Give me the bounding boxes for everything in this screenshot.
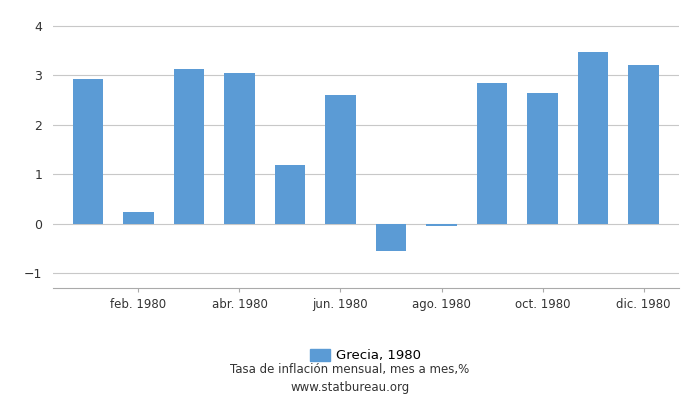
Bar <box>527 93 558 224</box>
Text: www.statbureau.org: www.statbureau.org <box>290 382 410 394</box>
Bar <box>224 73 255 224</box>
Bar <box>376 224 406 252</box>
Bar <box>275 165 305 224</box>
Legend: Grecia, 1980: Grecia, 1980 <box>304 344 427 368</box>
Bar <box>426 224 456 226</box>
Bar <box>123 212 153 224</box>
Bar <box>326 95 356 224</box>
Bar <box>477 83 508 224</box>
Bar <box>73 79 103 224</box>
Text: Tasa de inflación mensual, mes a mes,%: Tasa de inflación mensual, mes a mes,% <box>230 364 470 376</box>
Bar <box>629 65 659 224</box>
Bar <box>578 52 608 224</box>
Bar <box>174 69 204 224</box>
